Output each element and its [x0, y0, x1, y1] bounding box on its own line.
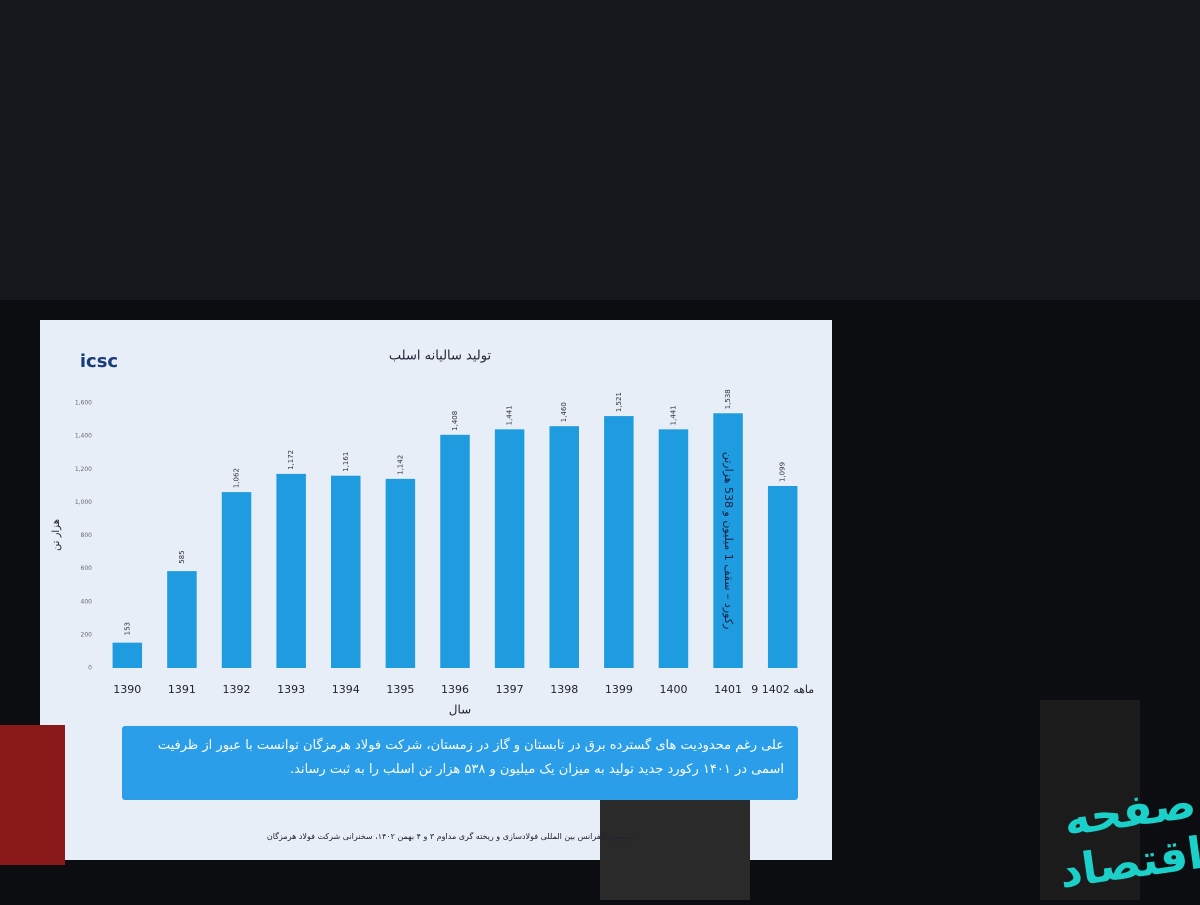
bar — [658, 429, 689, 668]
x-tick-label: 1397 — [496, 683, 524, 696]
value-label: 1,161 — [342, 452, 350, 472]
bar-annotation: رکورد – سقف 1 میلیون و 538 هزارتن — [722, 452, 735, 630]
value-label: 1,062 — [233, 468, 241, 488]
y-axis-label: هزار تن — [51, 519, 62, 551]
x-tick-label: 1396 — [441, 683, 469, 696]
value-label: 1,441 — [506, 405, 514, 425]
bar — [440, 434, 470, 668]
x-tick-label: 1392 — [223, 683, 251, 696]
bar — [221, 492, 252, 668]
value-label: 1,521 — [615, 392, 623, 412]
y-tick-label: 1,200 — [75, 466, 92, 473]
value-label: 1,172 — [287, 450, 295, 470]
bar — [167, 571, 197, 668]
bar — [385, 478, 416, 668]
bar — [604, 416, 634, 668]
x-tick-label: 1390 — [113, 683, 141, 696]
x-tick-label: 1391 — [168, 683, 196, 696]
y-tick-label: 200 — [81, 631, 93, 638]
bar — [331, 475, 361, 668]
y-tick-label: 0 — [88, 665, 92, 672]
value-label: 1,538 — [724, 389, 732, 409]
chart-title: تولید سالیانه اسلب — [389, 349, 492, 364]
x-tick-label: 1398 — [550, 683, 578, 696]
x-tick-label: 1400 — [659, 683, 687, 696]
x-tick-label: 1393 — [277, 683, 305, 696]
bar — [549, 426, 579, 668]
x-tick-label: 1395 — [386, 683, 414, 696]
y-tick-label: 600 — [81, 565, 93, 572]
x-tick-label: 1399 — [605, 683, 633, 696]
x-tick-label: 1401 — [714, 683, 742, 696]
y-tick-label: 400 — [81, 598, 93, 605]
bar — [112, 642, 143, 668]
value-label: 585 — [178, 550, 186, 563]
y-tick-label: 1,600 — [75, 400, 92, 407]
y-tick-label: 800 — [81, 532, 93, 539]
x-tick-label: 9 ماهه 1402 — [751, 683, 814, 696]
bar — [494, 429, 525, 668]
value-label: 1,408 — [451, 411, 459, 431]
cameraman — [600, 790, 750, 900]
value-label: 1,460 — [560, 402, 568, 422]
y-tick-label: 1,000 — [75, 499, 92, 506]
logo: icsc — [80, 351, 118, 372]
x-tick-label: 1394 — [332, 683, 360, 696]
note-box: علی رغم محدودیت های گسترده برق در تابستا… — [122, 726, 798, 800]
value-label: 153 — [123, 622, 131, 635]
value-label: 1,441 — [669, 405, 677, 425]
podium-left — [0, 725, 65, 865]
speaker — [1040, 700, 1140, 900]
x-axis-label: سال — [449, 703, 471, 717]
ceiling — [0, 0, 1200, 300]
bar — [767, 485, 798, 668]
bar — [713, 413, 743, 668]
value-label: 1,142 — [396, 455, 404, 475]
bar — [276, 473, 306, 668]
y-tick-label: 1,400 — [75, 433, 92, 440]
footer: سومین کنفرانس بین المللی فولادسازی و ریخ… — [266, 832, 634, 841]
value-label: 1,099 — [779, 462, 787, 482]
